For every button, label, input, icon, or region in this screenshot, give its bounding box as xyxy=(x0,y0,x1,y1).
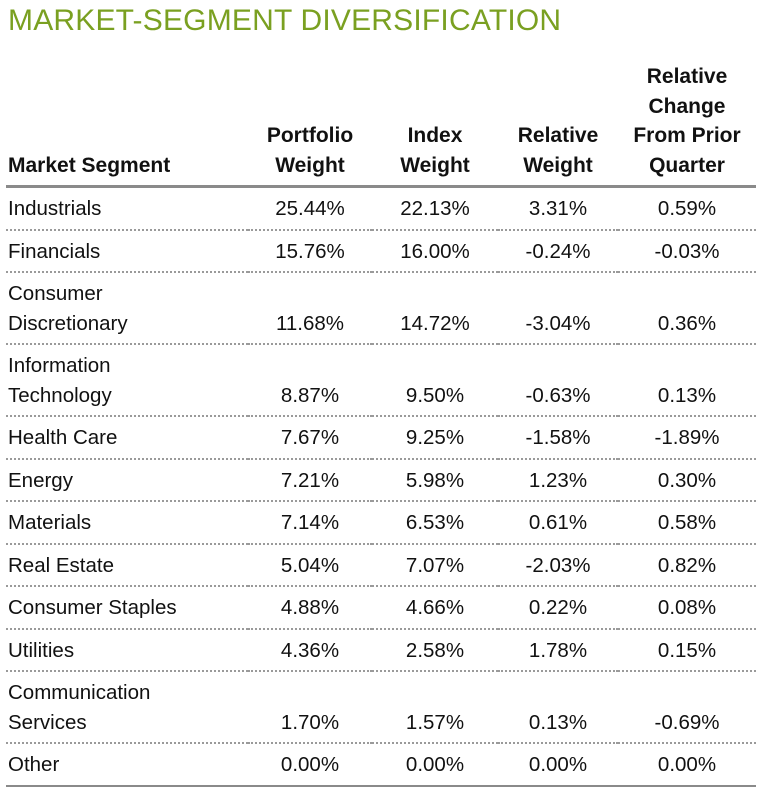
cell-portfolio-weight: 5.04% xyxy=(248,543,372,587)
cell-relative-weight: -0.24% xyxy=(498,229,618,273)
table-header: Market Segment Portfolio Weight Index Weig… xyxy=(6,62,756,188)
header-index-weight: Index Weight xyxy=(372,62,498,188)
cell-segment: Consumer Discretionary xyxy=(6,272,248,345)
header-relative-weight: Relative Weight xyxy=(498,62,618,188)
cell-relative-change: 0.00% xyxy=(618,743,756,787)
cell-index-weight: 16.00% xyxy=(372,229,498,273)
cell-relative-change: 0.36% xyxy=(618,272,756,345)
table-row: Energy 7.21% 5.98% 1.23% 0.30% xyxy=(6,458,756,502)
cell-portfolio-weight: 15.76% xyxy=(248,229,372,273)
cell-segment: Materials xyxy=(6,501,248,545)
cell-portfolio-weight: 7.14% xyxy=(248,501,372,545)
cell-segment: Health Care xyxy=(6,416,248,460)
cell-relative-change: -1.89% xyxy=(618,416,756,460)
table-row: Communication Services 1.70% 1.57% 0.13% -0.6… xyxy=(6,671,756,744)
cell-relative-weight: 0.00% xyxy=(498,743,618,787)
cell-segment: Consumer Staples xyxy=(6,586,248,630)
cell-relative-change: 0.15% xyxy=(618,628,756,672)
cell-index-weight: 7.07% xyxy=(372,543,498,587)
cell-index-weight: 9.25% xyxy=(372,416,498,460)
cell-index-weight: 2.58% xyxy=(372,628,498,672)
market-segment-table: Market Segment Portfolio Weight Index Weig… xyxy=(6,62,756,787)
cell-relative-change: 0.13% xyxy=(618,344,756,417)
header-market-segment: Market Segment xyxy=(6,62,248,188)
cell-relative-weight: 1.23% xyxy=(498,458,618,502)
table-row: Industrials 25.44% 22.13% 3.31% 0.59% xyxy=(6,186,756,231)
cell-relative-change: -0.03% xyxy=(618,229,756,273)
table-row: Other 0.00% 0.00% 0.00% 0.00% xyxy=(6,743,756,787)
cell-segment: Financials xyxy=(6,229,248,273)
table-row: Health Care 7.67% 9.25% -1.58% -1.89% xyxy=(6,416,756,460)
cell-segment: Industrials xyxy=(6,186,248,231)
cell-segment: Information Technology xyxy=(6,344,248,417)
cell-relative-weight: -2.03% xyxy=(498,543,618,587)
cell-segment: Communication Services xyxy=(6,671,248,744)
cell-portfolio-weight: 0.00% xyxy=(248,743,372,787)
cell-index-weight: 0.00% xyxy=(372,743,498,787)
cell-relative-weight: -0.63% xyxy=(498,344,618,417)
table-body: Industrials 25.44% 22.13% 3.31% 0.59% Financi… xyxy=(6,186,756,787)
cell-relative-weight: 0.13% xyxy=(498,671,618,744)
table-row: Information Technology 8.87% 9.50% -0.63% 0.1… xyxy=(6,344,756,417)
table-row: Consumer Staples 4.88% 4.66% 0.22% 0.08% xyxy=(6,586,756,630)
cell-relative-change: 0.58% xyxy=(618,501,756,545)
cell-segment: Energy xyxy=(6,458,248,502)
cell-relative-weight: 0.22% xyxy=(498,586,618,630)
page-title: MARKET-SEGMENT DIVERSIFICATION xyxy=(8,4,562,37)
cell-relative-weight: 3.31% xyxy=(498,186,618,231)
cell-relative-change: -0.69% xyxy=(618,671,756,744)
cell-relative-change: 0.08% xyxy=(618,586,756,630)
cell-index-weight: 22.13% xyxy=(372,186,498,231)
cell-portfolio-weight: 7.21% xyxy=(248,458,372,502)
cell-portfolio-weight: 25.44% xyxy=(248,186,372,231)
cell-portfolio-weight: 1.70% xyxy=(248,671,372,744)
cell-relative-weight: 0.61% xyxy=(498,501,618,545)
header-portfolio-weight: Portfolio Weight xyxy=(248,62,372,188)
cell-segment: Utilities xyxy=(6,628,248,672)
cell-index-weight: 9.50% xyxy=(372,344,498,417)
cell-portfolio-weight: 4.36% xyxy=(248,628,372,672)
cell-relative-change: 0.82% xyxy=(618,543,756,587)
header-row: Market Segment Portfolio Weight Index Weig… xyxy=(6,62,756,188)
header-relative-change: Relative Change From Prior Quarter xyxy=(618,62,756,188)
cell-relative-change: 0.59% xyxy=(618,186,756,231)
cell-index-weight: 6.53% xyxy=(372,501,498,545)
cell-relative-change: 0.30% xyxy=(618,458,756,502)
table-row: Real Estate 5.04% 7.07% -2.03% 0.82% xyxy=(6,543,756,587)
cell-portfolio-weight: 11.68% xyxy=(248,272,372,345)
cell-index-weight: 5.98% xyxy=(372,458,498,502)
table-row: Materials 7.14% 6.53% 0.61% 0.58% xyxy=(6,501,756,545)
cell-portfolio-weight: 7.67% xyxy=(248,416,372,460)
cell-index-weight: 1.57% xyxy=(372,671,498,744)
cell-portfolio-weight: 8.87% xyxy=(248,344,372,417)
cell-segment: Other xyxy=(6,743,248,787)
cell-portfolio-weight: 4.88% xyxy=(248,586,372,630)
cell-relative-weight: -1.58% xyxy=(498,416,618,460)
table-row: Consumer Discretionary 11.68% 14.72% -3.04% 0… xyxy=(6,272,756,345)
cell-index-weight: 4.66% xyxy=(372,586,498,630)
cell-segment: Real Estate xyxy=(6,543,248,587)
cell-index-weight: 14.72% xyxy=(372,272,498,345)
table-row: Financials 15.76% 16.00% -0.24% -0.03% xyxy=(6,229,756,273)
cell-relative-weight: -3.04% xyxy=(498,272,618,345)
table-row: Utilities 4.36% 2.58% 1.78% 0.15% xyxy=(6,628,756,672)
cell-relative-weight: 1.78% xyxy=(498,628,618,672)
